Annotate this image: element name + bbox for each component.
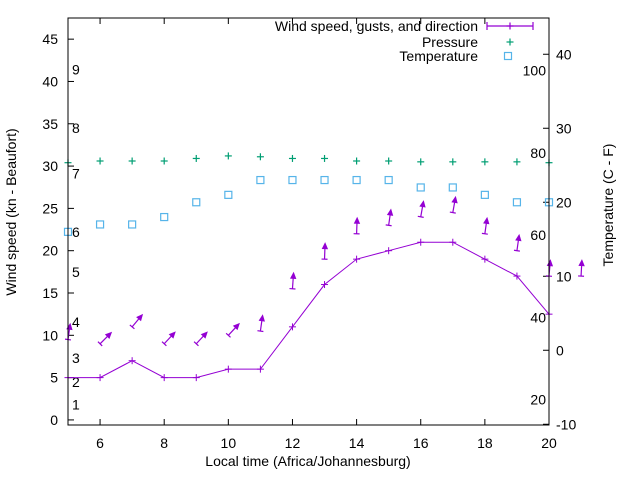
- x-tick-label: 18: [477, 435, 493, 451]
- y2-tick-label: 0: [556, 342, 564, 358]
- y-tick-label: 15: [42, 285, 58, 301]
- x-tick-label: 14: [349, 435, 365, 451]
- y-tick-label: 35: [42, 116, 58, 132]
- y-tick-label: 5: [50, 370, 58, 386]
- legend-label-temperature: Temperature: [399, 48, 478, 64]
- y-axis-title: Wind speed (kn - Beaufort): [3, 128, 19, 295]
- gust-arrow-head: [353, 216, 361, 224]
- gust-arrow-head: [419, 200, 426, 208]
- fahrenheit-label: 100: [523, 63, 547, 79]
- gust-arrow-head: [386, 208, 394, 216]
- y-tick-label: 45: [42, 31, 58, 47]
- beaufort-label: 6: [72, 224, 80, 240]
- gust-arrow-head: [136, 313, 144, 322]
- gust-arrow-head: [483, 216, 490, 225]
- gust-arrow-head: [515, 233, 522, 242]
- y-tick-label: 40: [42, 73, 58, 89]
- temperature-point: [352, 175, 361, 185]
- temperature-point: [384, 175, 393, 185]
- legend-temperature-marker: [503, 51, 513, 61]
- plot-border: [67, 17, 550, 426]
- legend-label-pressure: Pressure: [422, 34, 478, 50]
- temperature-point: [95, 220, 105, 229]
- temperature-point: [192, 198, 201, 207]
- x-tick-label: 6: [96, 435, 104, 451]
- y2-tick-label: 40: [556, 46, 572, 62]
- temperature-point: [224, 190, 233, 199]
- legend: Wind speed, gusts, and direction Pressur…: [275, 18, 534, 64]
- gust-arrow-head: [321, 242, 329, 250]
- temperature-point: [160, 212, 169, 222]
- gust-arrow-head: [232, 322, 240, 331]
- y-tick-label: 30: [42, 158, 58, 174]
- beaufort-label: 3: [72, 350, 80, 366]
- y2-axis-title: Temperature (C - F): [600, 144, 616, 267]
- gust-arrow-head: [289, 271, 297, 280]
- axis-tick-labels: 6 8 10 12 14 16 18 20051015202530354045-1001020…: [42, 31, 576, 451]
- fahrenheit-label: 80: [530, 145, 546, 161]
- legend-sample-markers: [486, 22, 534, 61]
- data-series: [63, 152, 585, 382]
- wind-speed-line: [68, 241, 550, 379]
- x-tick-label: 8: [160, 435, 168, 451]
- beaufort-label: 5: [72, 264, 80, 280]
- y2-tick-label: -10: [556, 416, 576, 432]
- temperature-point: [256, 175, 265, 185]
- gust-arrow-head: [258, 314, 265, 322]
- fahrenheit-label: 20: [530, 392, 546, 408]
- beaufort-label: 2: [72, 374, 80, 390]
- gust-arrow-head: [546, 259, 554, 267]
- beaufort-label: 9: [72, 62, 80, 78]
- y2-tick-label: 30: [556, 120, 572, 136]
- gust-arrow-head: [104, 331, 113, 339]
- temperature-point: [512, 198, 522, 207]
- temperature-point: [480, 190, 489, 199]
- axis-ticks: [68, 18, 550, 425]
- y-tick-label: 20: [42, 243, 58, 259]
- x-tick-label: 12: [285, 435, 301, 451]
- y2-tick-label: 20: [556, 194, 572, 210]
- x-tick-label: 16: [413, 435, 429, 451]
- gust-arrow-head: [168, 331, 176, 339]
- gust-arrow-head: [578, 259, 585, 267]
- beaufort-label: 8: [72, 120, 80, 136]
- beaufort-label: 7: [72, 166, 80, 182]
- y2-tick-label: 10: [556, 268, 572, 284]
- temperature-point: [416, 183, 425, 192]
- y-tick-label: 10: [42, 327, 58, 343]
- fahrenheit-label: 40: [530, 309, 546, 325]
- temperature-point: [320, 175, 329, 185]
- gust-arrow-head: [200, 331, 208, 339]
- x-tick-label: 10: [221, 435, 237, 451]
- temperature-point: [288, 175, 297, 185]
- y-tick-label: 0: [50, 412, 58, 428]
- beaufort-label: 1: [72, 397, 80, 413]
- y-tick-label: 25: [42, 200, 58, 216]
- fahrenheit-label: 60: [530, 227, 546, 243]
- temperature-point: [448, 183, 457, 192]
- gust-arrow-head: [451, 195, 458, 204]
- legend-label-wind: Wind speed, gusts, and direction: [275, 18, 478, 34]
- temperature-point: [128, 220, 137, 229]
- beaufort-label: 4: [72, 314, 80, 330]
- x-tick-label: 20: [541, 435, 557, 451]
- x-axis-title: Local time (Africa/Johannesburg): [205, 453, 410, 469]
